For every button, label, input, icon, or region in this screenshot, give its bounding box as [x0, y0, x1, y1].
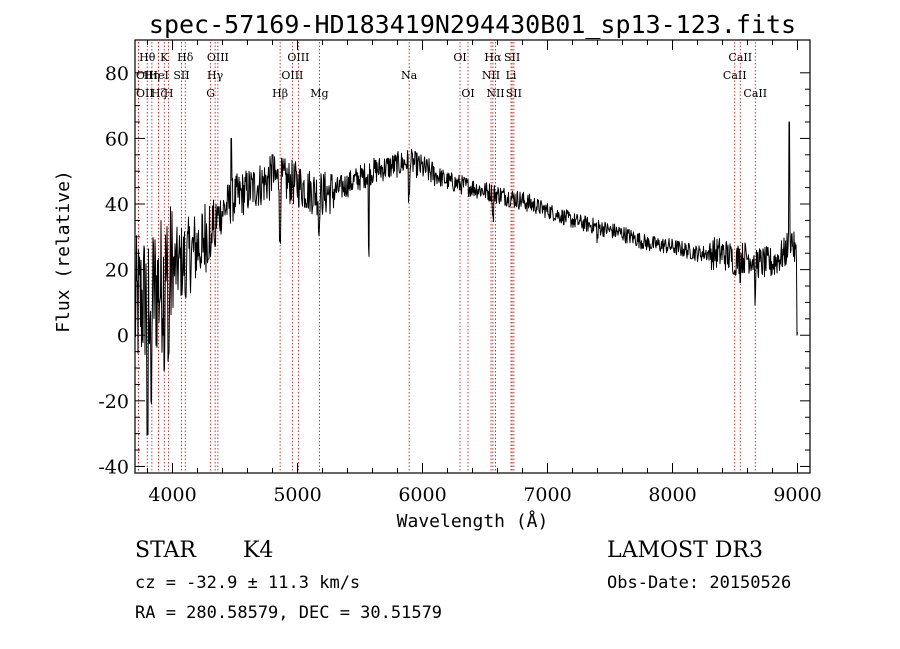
line-label: NII [486, 87, 504, 100]
line-label: Hγ [207, 69, 224, 82]
obs-date: Obs-Date: 20150526 [607, 573, 792, 593]
line-label: OIII [207, 51, 229, 64]
line-label: Hθ [139, 51, 156, 64]
line-label: OII [136, 69, 154, 82]
chart-title: spec-57169-HD183419N294430B01_sp13-123.f… [148, 10, 797, 39]
line-label: OII [136, 87, 154, 100]
line-label: Hζ [151, 87, 167, 100]
line-label: SII [173, 69, 189, 82]
y-tick-label: -40 [98, 456, 129, 478]
line-label: OI [453, 51, 466, 64]
x-tick-label: 5000 [273, 484, 321, 506]
x-tick-label: 8000 [648, 484, 696, 506]
line-label: SII [504, 51, 520, 64]
object-subclass: K4 [243, 538, 274, 563]
line-label: Li [506, 69, 517, 82]
line-label: Hβ [272, 87, 288, 100]
line-label: CaII [743, 87, 767, 100]
line-label: Hη [144, 69, 160, 82]
y-tick-label: 20 [105, 260, 129, 282]
survey-name: LAMOST DR3 [607, 538, 763, 563]
line-label: Mg [310, 87, 328, 100]
x-tick-label: 9000 [773, 484, 821, 506]
line-label: OIII [287, 51, 309, 64]
line-label: K [160, 51, 169, 64]
coordinates-readout: RA = 280.58579, DEC = 30.51579 [135, 603, 443, 623]
x-tick-label: 6000 [398, 484, 446, 506]
y-tick-label: 60 [105, 128, 129, 150]
y-tick-label: 80 [105, 63, 129, 85]
line-label: H [164, 87, 174, 100]
line-label: OI [461, 87, 474, 100]
y-tick-label: 0 [117, 325, 129, 347]
x-tick-label: 4000 [148, 484, 196, 506]
y-tick-label: 40 [105, 194, 129, 216]
line-label: HeI [148, 69, 168, 82]
line-label: G [206, 87, 215, 100]
line-label: Na [401, 69, 418, 82]
line-label: NII [482, 69, 500, 82]
line-label: CaII [728, 51, 752, 64]
y-tick-label: -20 [98, 391, 129, 413]
object-class: STAR [135, 538, 196, 563]
x-axis-label: Wavelength (Å) [397, 510, 549, 532]
line-label: SII [506, 87, 522, 100]
redshift-readout: cz = -32.9 ± 11.3 km/s [135, 573, 361, 593]
line-label: Hα [484, 51, 502, 64]
y-axis-label: Flux (relative) [53, 170, 74, 333]
line-label: CaII [723, 69, 747, 82]
x-tick-label: 7000 [523, 484, 571, 506]
line-label: Hδ [177, 51, 194, 64]
spectrum-line [134, 121, 798, 436]
line-label: OIII [281, 69, 303, 82]
